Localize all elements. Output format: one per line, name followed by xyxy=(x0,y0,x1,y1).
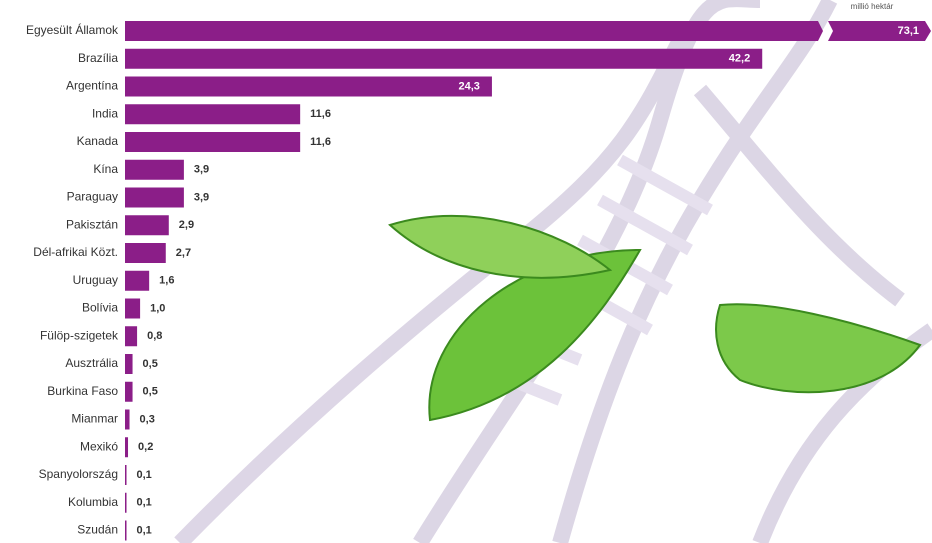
value-label: 73,1 xyxy=(898,25,919,37)
value-label: 2,9 xyxy=(179,219,194,231)
category-label: Brazília xyxy=(78,51,118,65)
category-label: Bolívia xyxy=(82,301,118,315)
value-label: 0,8 xyxy=(147,330,162,342)
value-label: 1,0 xyxy=(150,302,165,314)
category-label: Ausztrália xyxy=(65,356,118,370)
value-label: 0,5 xyxy=(143,358,158,370)
leaves xyxy=(388,214,922,422)
bar xyxy=(125,76,492,97)
value-label: 3,9 xyxy=(194,191,209,203)
bar xyxy=(125,492,127,513)
value-label: 0,1 xyxy=(137,524,152,536)
bar xyxy=(125,215,169,236)
value-label: 0,5 xyxy=(143,386,158,398)
bar xyxy=(125,381,133,402)
category-label: Egyesült Államok xyxy=(26,22,119,37)
bar xyxy=(125,437,129,458)
value-label: 0,1 xyxy=(137,497,152,509)
category-label: Mianmar xyxy=(71,412,118,426)
category-label: Paraguay xyxy=(67,190,118,204)
value-label: 0,3 xyxy=(140,413,155,425)
category-label: Fülöp-szigetek xyxy=(40,328,119,342)
bar xyxy=(125,187,184,208)
category-label: Pakisztán xyxy=(66,217,118,231)
category-label: Burkina Faso xyxy=(47,384,118,398)
category-label: India xyxy=(92,106,118,120)
value-label: 24,3 xyxy=(459,80,480,92)
value-label: 2,7 xyxy=(176,247,191,259)
bar xyxy=(125,21,931,41)
unit-label: millió hektár xyxy=(851,2,894,11)
category-label: Argentína xyxy=(66,79,118,93)
value-label: 0,2 xyxy=(138,441,153,453)
bar xyxy=(125,465,127,485)
bar xyxy=(125,326,138,347)
category-label: Szudán xyxy=(77,523,118,537)
value-label: 3,9 xyxy=(194,164,209,176)
bar xyxy=(125,159,184,180)
value-label: 11,6 xyxy=(310,108,331,120)
bar xyxy=(125,132,301,152)
bar xyxy=(125,104,301,125)
value-label: 11,6 xyxy=(310,136,331,148)
value-label: 0,1 xyxy=(137,469,152,481)
bar xyxy=(125,520,127,541)
category-label: Spanyolország xyxy=(39,467,118,481)
bar xyxy=(125,298,141,319)
value-label: 42,2 xyxy=(729,53,750,65)
bar xyxy=(125,243,166,263)
bar xyxy=(125,354,133,374)
bar xyxy=(125,270,150,291)
category-label: Mexikó xyxy=(80,439,118,453)
bar xyxy=(125,48,763,69)
category-label: Uruguay xyxy=(73,273,118,287)
category-label: Dél-afrikai Közt. xyxy=(33,245,118,259)
category-label: Kanada xyxy=(77,134,119,148)
category-label: Kína xyxy=(93,162,118,176)
value-label: 1,6 xyxy=(159,275,174,287)
bar xyxy=(125,409,130,430)
category-label: Kolumbia xyxy=(68,495,118,509)
